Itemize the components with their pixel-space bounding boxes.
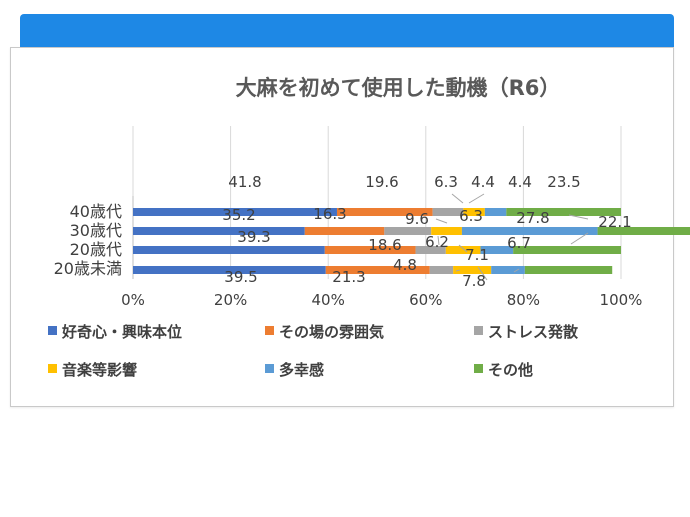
category-label: 20歳代 [70, 240, 122, 259]
bar-segment [133, 246, 325, 254]
data-label: 41.8 [228, 173, 261, 191]
legend-label: ストレス発散 [488, 323, 579, 341]
bar-segment [133, 227, 305, 235]
leader-line [568, 214, 589, 220]
bar-segment [524, 266, 613, 274]
header-band [20, 14, 674, 48]
data-label: 6.2 [425, 233, 449, 251]
bar-segment [336, 208, 433, 216]
bar-segment [484, 208, 507, 216]
x-tick-label: 40% [312, 291, 345, 309]
bar-segment [384, 227, 432, 235]
bar-segment [506, 208, 621, 216]
data-label: 23.5 [547, 173, 580, 191]
data-label: 6.7 [507, 234, 531, 252]
data-label: 35.2 [222, 206, 255, 224]
data-label: 4.4 [471, 173, 495, 191]
data-label: 27.8 [516, 209, 549, 227]
data-label: 21.3 [332, 268, 365, 286]
data-label: 7.8 [462, 272, 486, 290]
x-tick-label: 60% [409, 291, 442, 309]
leader-line [468, 193, 485, 204]
bar-segment [324, 246, 416, 254]
legend-swatch [474, 364, 483, 373]
data-label: 4.8 [393, 256, 417, 274]
bar-segment [304, 227, 385, 235]
data-label: 39.3 [237, 228, 270, 246]
x-tick-label: 0% [121, 291, 145, 309]
data-label: 4.4 [508, 173, 532, 191]
leader-line [437, 235, 440, 246]
data-label: 9.6 [405, 210, 429, 228]
bar-segment [432, 208, 464, 216]
bar-segment [429, 266, 454, 274]
legend-swatch [474, 326, 483, 335]
bar-segment [325, 266, 430, 274]
leader-line [435, 218, 448, 224]
legend-swatch [265, 364, 274, 373]
legend-swatch [265, 326, 274, 335]
leader-line [570, 232, 589, 245]
bar-segment [445, 246, 481, 254]
legend-label: その場の雰囲気 [279, 323, 384, 341]
legend-swatch [48, 364, 57, 373]
data-label: 16.3 [313, 205, 346, 223]
data-label: 39.5 [224, 268, 257, 286]
legend-label: 好奇心・興味本位 [61, 323, 182, 341]
data-label: 18.6 [368, 236, 401, 254]
x-tick-label: 80% [507, 291, 540, 309]
data-label: 19.6 [365, 173, 398, 191]
bar-segment [133, 208, 337, 216]
bar-segment [461, 227, 598, 235]
bar-segment [480, 246, 514, 254]
legend-label: 多幸感 [279, 361, 324, 379]
legend-label: 音楽等影響 [62, 361, 137, 379]
data-label: 6.3 [459, 207, 483, 225]
data-label: 22.1 [598, 213, 631, 231]
bar-segment [453, 266, 492, 274]
chart-title: 大麻を初めて使用した動機（R6） [236, 76, 561, 100]
bar-segment [491, 266, 525, 274]
category-label: 40歳代 [70, 202, 122, 221]
legend-label: その他 [488, 361, 533, 379]
bar-segment [513, 246, 621, 254]
legend-swatch [48, 326, 57, 335]
bar-segment [133, 266, 326, 274]
bar-segment [597, 227, 690, 235]
leader-line [455, 269, 461, 272]
category-label: 30歳代 [70, 221, 122, 240]
x-tick-label: 100% [600, 291, 643, 309]
x-tick-label: 20% [214, 291, 247, 309]
leader-line [451, 193, 464, 204]
bar-segment [431, 227, 462, 235]
leader-line [458, 244, 468, 253]
category-label: 20歳未満 [54, 259, 122, 278]
bar-segment [415, 246, 446, 254]
data-label: 6.3 [434, 173, 458, 191]
data-label: 7.1 [465, 246, 489, 264]
leader-line [513, 268, 520, 273]
leader-line [477, 266, 488, 281]
bar-segment [463, 208, 485, 216]
